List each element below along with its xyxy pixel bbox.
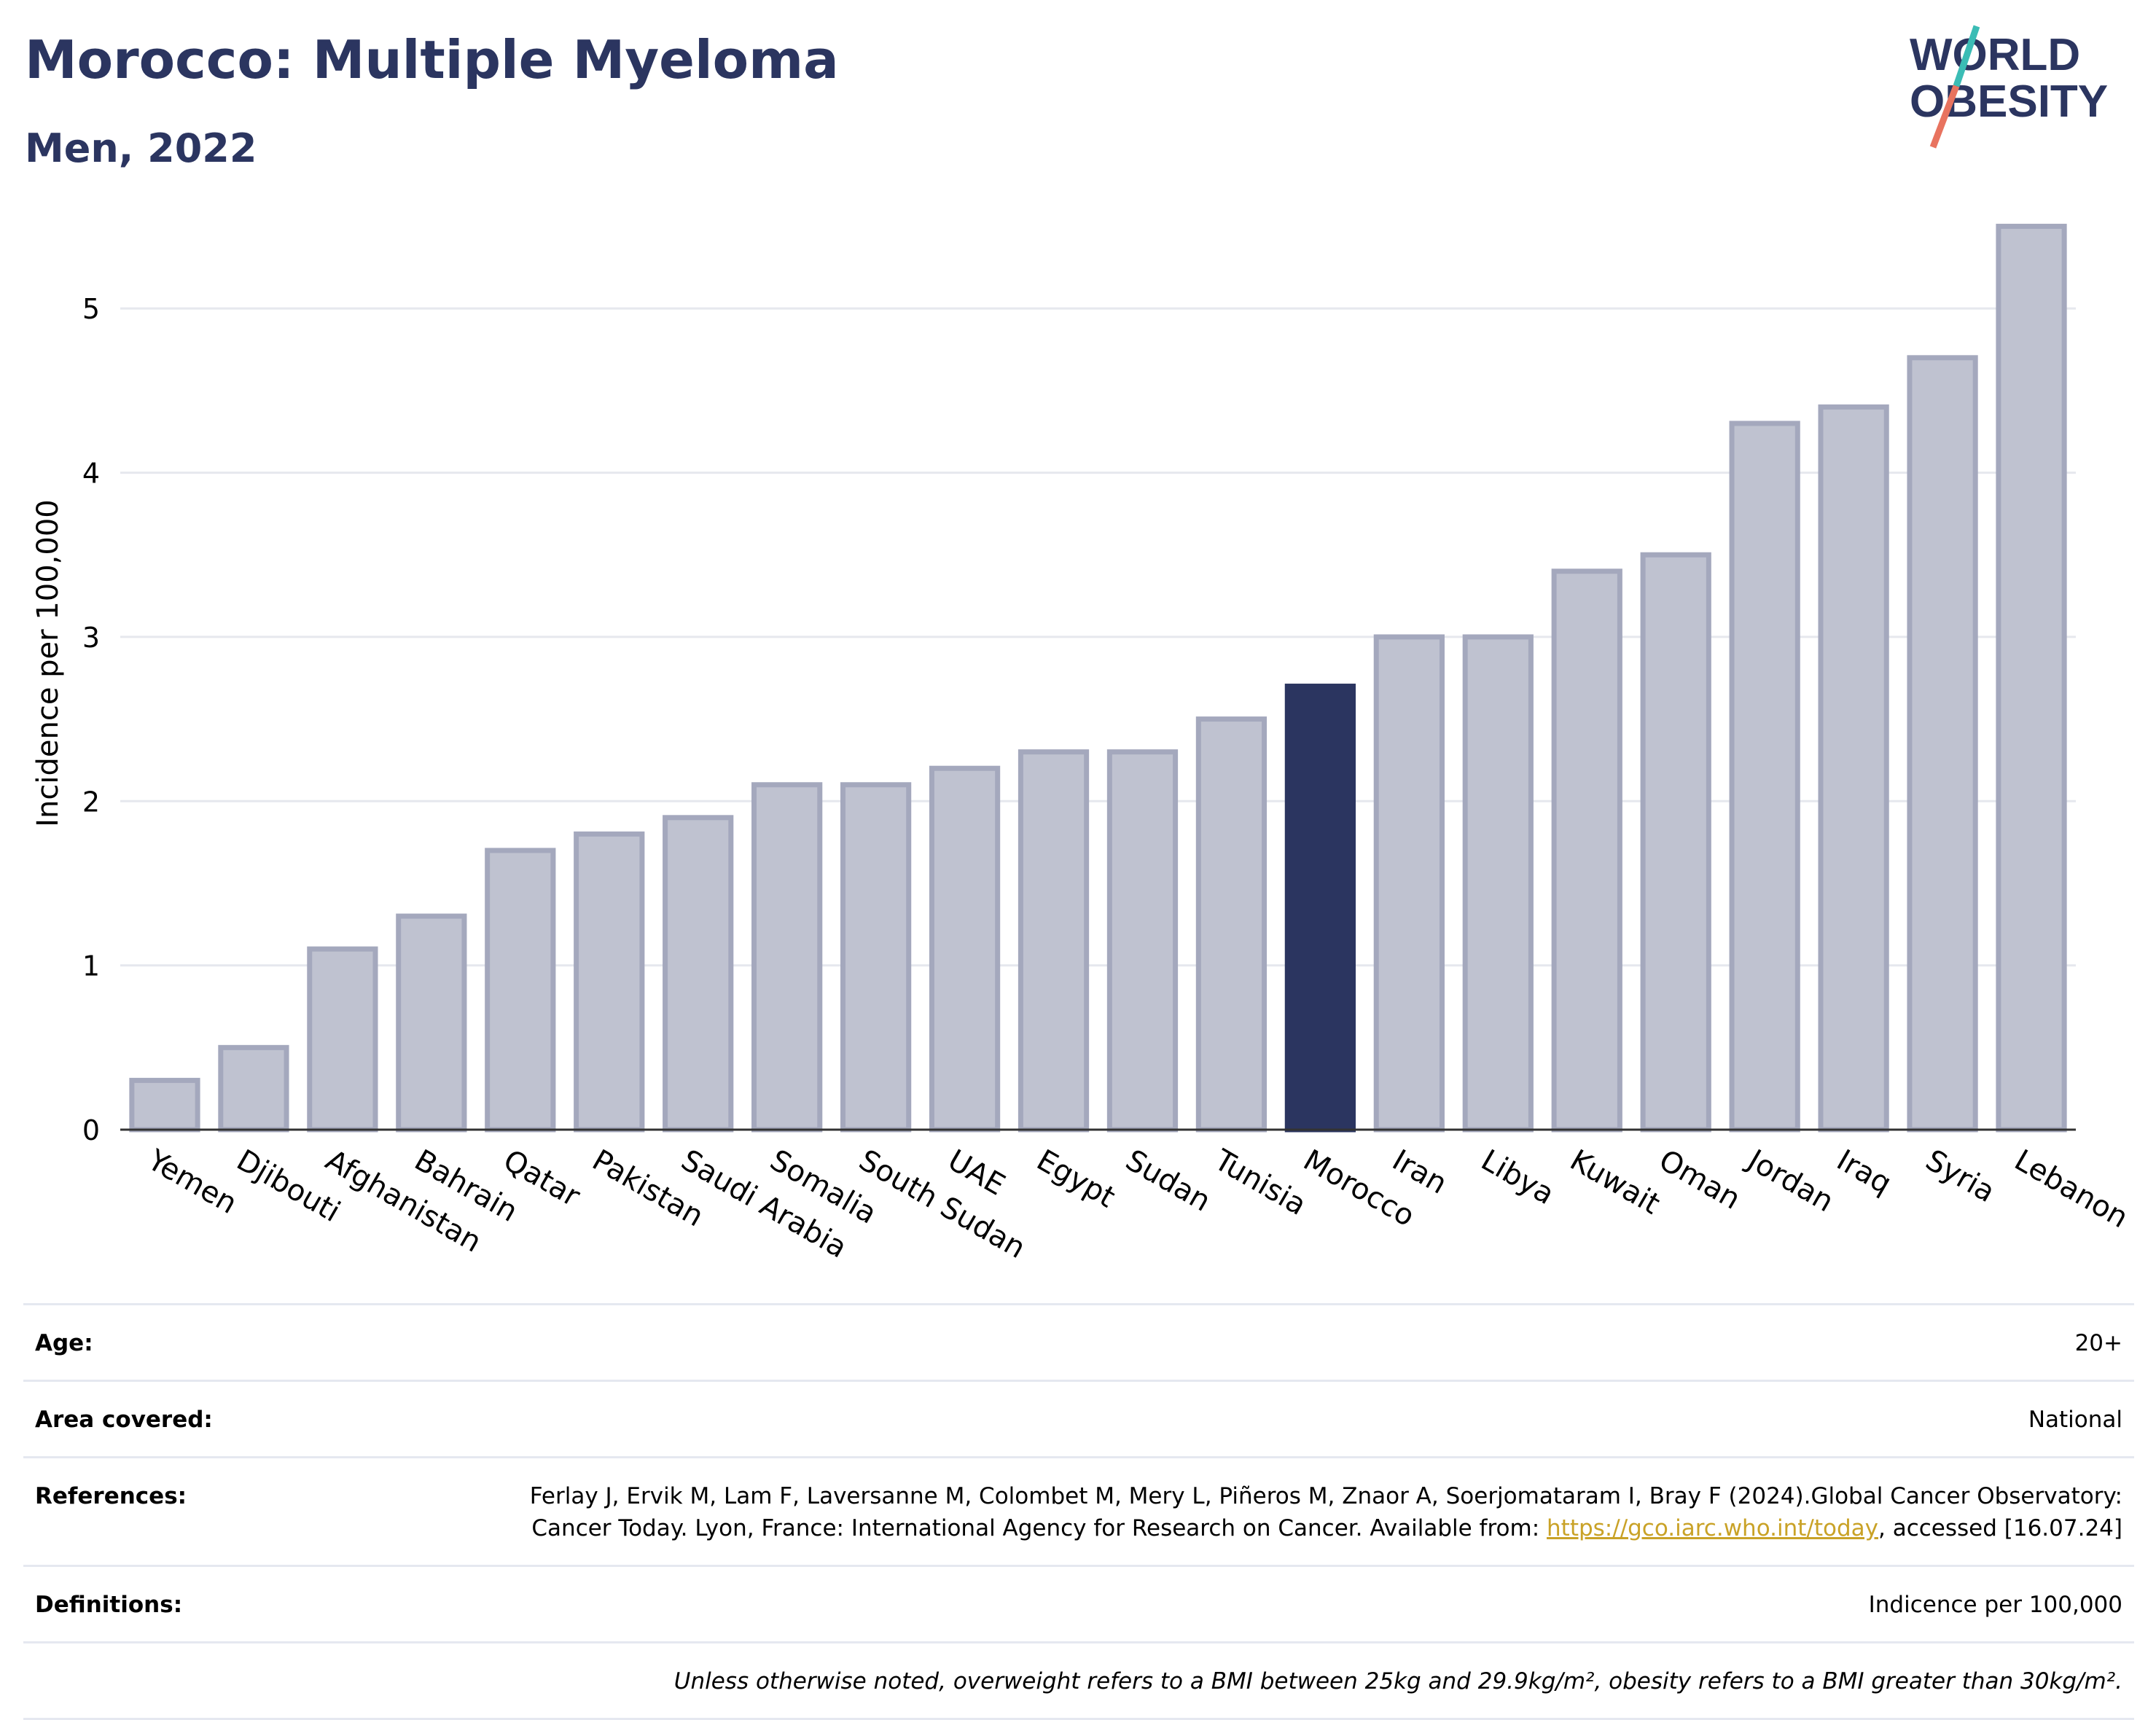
info-table: Age: 20+ Area covered: National Referenc… bbox=[23, 1303, 2134, 1720]
bar-bahrain bbox=[396, 913, 467, 1133]
bar-oman bbox=[1640, 552, 1711, 1133]
references-value: Ferlay J, Ervik M, Lam F, Laversanne M, … bbox=[446, 1480, 2122, 1544]
bar-tunisia bbox=[1195, 716, 1268, 1133]
logo-line-world: WORLD bbox=[1910, 30, 2080, 80]
y-tick-label: 1 bbox=[82, 950, 100, 982]
logo-slash-red bbox=[1929, 85, 1960, 149]
info-row-area: Area covered: National bbox=[23, 1380, 2134, 1456]
bar-somalia bbox=[751, 782, 823, 1133]
chart-subtitle: Men, 2022 bbox=[25, 125, 257, 171]
y-tick-label: 4 bbox=[82, 458, 100, 490]
bar-iraq bbox=[1818, 404, 1889, 1133]
bar-south-sudan bbox=[840, 782, 912, 1133]
x-tick-label: Lebanon bbox=[2009, 1144, 2133, 1235]
bar-afghanistan bbox=[307, 946, 378, 1133]
chart-title: Morocco: Multiple Myeloma bbox=[25, 29, 839, 90]
bar-uae bbox=[929, 765, 1001, 1133]
info-row-age: Age: 20+ bbox=[23, 1303, 2134, 1380]
area-value: National bbox=[2028, 1407, 2122, 1433]
bar-libya bbox=[1462, 634, 1534, 1133]
bars bbox=[129, 224, 2067, 1133]
bar-saudi-arabia bbox=[663, 815, 734, 1133]
x-tick-label: Syria bbox=[1920, 1144, 2001, 1209]
x-tick-label: Iraq bbox=[1831, 1144, 1897, 1201]
references-label: References: bbox=[35, 1483, 187, 1509]
bar-syria bbox=[1907, 355, 1978, 1133]
info-row-note: Unless otherwise noted, overweight refer… bbox=[23, 1641, 2134, 1720]
age-value: 20+ bbox=[2074, 1330, 2122, 1356]
info-row-references: References: Ferlay J, Ervik M, Lam F, La… bbox=[23, 1456, 2134, 1565]
y-tick-labels: 0 1 2 3 4 5 bbox=[82, 293, 100, 1146]
x-tick-label: Egypt bbox=[1031, 1144, 1121, 1215]
y-tick-label: 3 bbox=[82, 622, 100, 654]
bar-qatar bbox=[485, 848, 556, 1133]
definitions-label: Definitions: bbox=[35, 1592, 183, 1618]
x-tick-label: Libya bbox=[1475, 1144, 1560, 1211]
references-suffix: , accessed [16.07.24] bbox=[1878, 1515, 2122, 1541]
bmi-note: Unless otherwise noted, overweight refer… bbox=[673, 1668, 2122, 1694]
y-tick-label: 2 bbox=[82, 786, 100, 818]
bar-sudan bbox=[1106, 749, 1179, 1133]
y-tick-label: 0 bbox=[82, 1114, 100, 1146]
bar-lebanon bbox=[1996, 224, 2067, 1133]
y-axis-label: Incidence per 100,000 bbox=[31, 499, 65, 827]
bar-djibouti bbox=[218, 1044, 289, 1133]
bar-kuwait bbox=[1551, 568, 1622, 1133]
bar-morocco bbox=[1284, 684, 1356, 1133]
x-tick-label: Tunisia bbox=[1208, 1143, 1312, 1222]
y-tick-label: 5 bbox=[82, 293, 100, 325]
bar-egypt bbox=[1018, 749, 1090, 1133]
bar-chart: 0 1 2 3 4 5 YemenDjiboutiAfghanistanBahrainQa… bbox=[82, 224, 2133, 1265]
x-tick-label: Oman bbox=[1653, 1144, 1746, 1216]
x-tick-label: Kuwait bbox=[1564, 1144, 1665, 1221]
bar-jordan bbox=[1729, 421, 1800, 1133]
x-tick-label: Yemen bbox=[141, 1143, 243, 1221]
logo-slash-teal bbox=[1953, 25, 1980, 87]
references-link[interactable]: https://gco.iarc.who.int/today bbox=[1547, 1515, 1878, 1541]
info-row-definitions: Definitions: Indicence per 100,000 bbox=[23, 1565, 2134, 1641]
bar-iran bbox=[1373, 634, 1445, 1133]
area-label: Area covered: bbox=[35, 1407, 213, 1433]
world-obesity-logo: WORLD OBESITY bbox=[1910, 25, 2108, 149]
bar-pakistan bbox=[574, 831, 645, 1133]
x-tick-label: Jordan bbox=[1741, 1142, 1840, 1219]
definitions-value: Indicence per 100,000 bbox=[1868, 1592, 2122, 1618]
bar-yemen bbox=[129, 1077, 200, 1133]
age-label: Age: bbox=[35, 1330, 93, 1356]
references-text: Ferlay J, Ervik M, Lam F, Laversanne M, … bbox=[529, 1483, 2122, 1541]
x-tick-label: Sudan bbox=[1120, 1144, 1216, 1219]
